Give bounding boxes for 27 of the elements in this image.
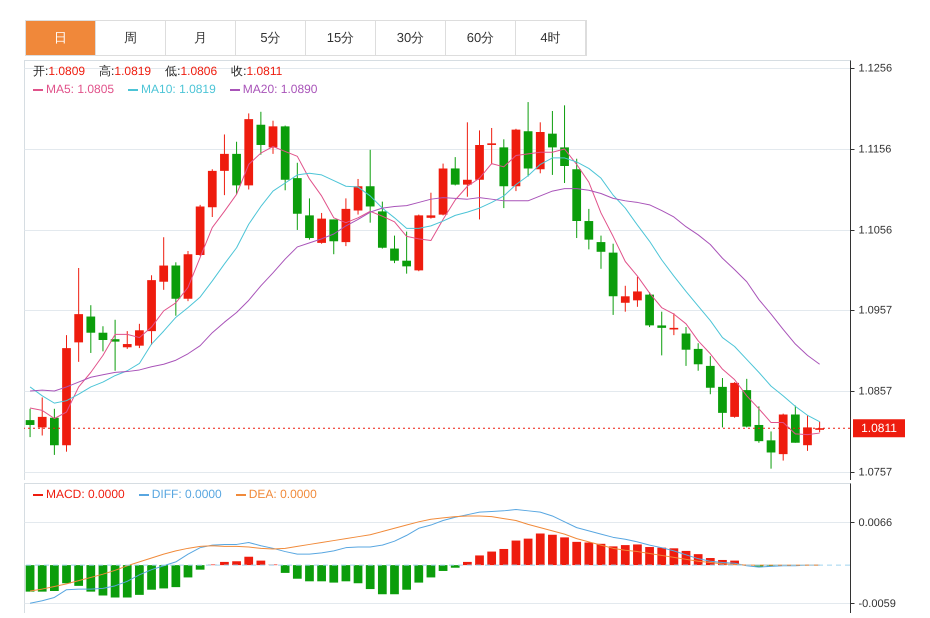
y-tick-label: 1.1256 [858,62,892,75]
text: 月 [166,21,236,55]
y-tick-label: 1.0957 [858,304,892,317]
annotation: 高:1.0819 [99,64,152,78]
legend-label: DEA: 0.0000 [248,487,317,501]
text: 60分 [446,21,516,55]
y-tick-label: 1.1156 [858,144,892,156]
legend-label: MACD: 0.0000 [45,487,125,501]
y-tick-label: 0.0066 [858,516,892,529]
legend-label: MA5: 1.0805 [45,82,114,96]
annotation: 低:1.0806 [165,64,218,78]
annotation: 开:1.0809 [33,64,86,78]
y-tick-label: -0.0059 [858,598,896,610]
text: 日 [26,21,96,55]
text: 周 [96,21,166,55]
text: 4时 [516,21,586,55]
text: 15分 [306,21,376,55]
annotation: 收:1.0811 [231,64,282,78]
y-tick-label: 1.0757 [858,466,892,478]
text: 30分 [376,21,446,55]
y-tick-label: 1.0857 [858,385,892,398]
y-tick-label: 1.1056 [858,224,892,236]
ref-line-label: 1.0811 [861,421,898,436]
legend-label: MA10: 1.0819 [140,82,216,96]
legend-label: DIFF: 0.0000 [150,487,222,501]
legend-label: MA20: 1.0890 [242,82,318,96]
text: 5分 [236,21,306,55]
